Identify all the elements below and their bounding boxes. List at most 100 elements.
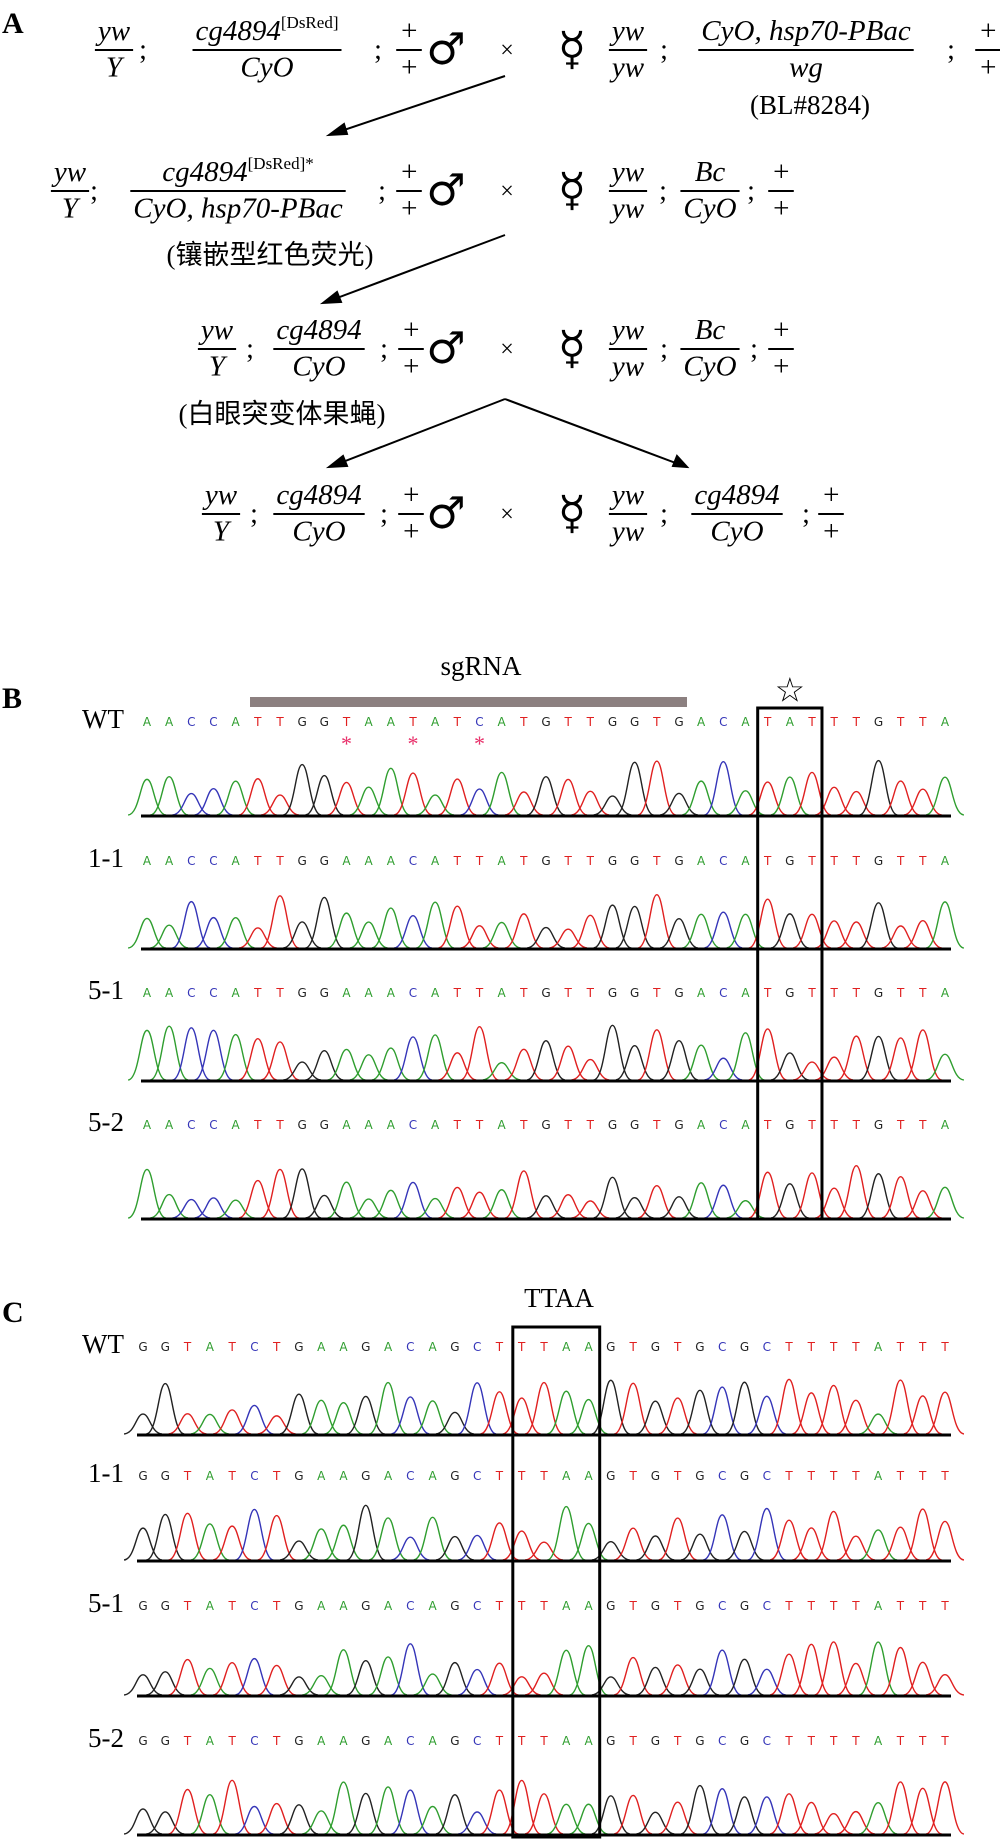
- base: G: [608, 1118, 617, 1132]
- trace-peak: [194, 788, 233, 816]
- denominator: CyO: [710, 516, 763, 548]
- trace-peak: [168, 1658, 207, 1696]
- base: G: [630, 1118, 639, 1132]
- trace-peak: [172, 900, 211, 949]
- genotype-fraction: yw Y: [201, 479, 241, 548]
- base: G: [450, 1340, 459, 1354]
- denominator: CyO: [292, 516, 345, 548]
- base: A: [741, 1118, 750, 1132]
- base: T: [807, 715, 816, 729]
- base: T: [495, 1469, 504, 1483]
- trace-peak: [549, 778, 588, 816]
- trace-peak: [792, 913, 832, 949]
- base: A: [342, 986, 351, 1000]
- trace-peak: [704, 1057, 743, 1081]
- numerator-text: +: [401, 314, 421, 346]
- base: G: [785, 854, 794, 868]
- trace-peak: [747, 1507, 787, 1561]
- trace-peak: [349, 1054, 388, 1081]
- note: (镶嵌型红色荧光): [167, 240, 374, 270]
- note: (BL#8284): [750, 90, 870, 120]
- base: T: [652, 1118, 661, 1132]
- sgrna-label: sgRNA: [440, 651, 522, 681]
- trace-peak: [482, 1189, 521, 1219]
- base: G: [298, 854, 307, 868]
- genotype-fraction: cg4894[DsRed] CyO: [192, 13, 342, 84]
- panel-label: A: [2, 7, 24, 40]
- base: G: [630, 854, 639, 868]
- base: T: [851, 1734, 860, 1748]
- base: T: [763, 1118, 772, 1132]
- base: T: [408, 715, 417, 729]
- numerator-text: yw: [198, 314, 234, 346]
- trace-peak: [438, 1186, 477, 1219]
- base: T: [829, 1599, 838, 1613]
- base: T: [784, 1599, 793, 1613]
- numerator: +: [401, 479, 421, 511]
- trace-peak: [216, 916, 255, 949]
- base: T: [673, 1340, 682, 1354]
- chromatogram: [123, 1641, 965, 1696]
- trace-peak: [903, 920, 942, 949]
- base: C: [187, 715, 195, 729]
- trace-peak: [770, 1052, 809, 1081]
- denominator: Y: [106, 52, 125, 84]
- base: G: [450, 1469, 459, 1483]
- trace-peak: [324, 1401, 363, 1435]
- trace-peak: [127, 917, 167, 949]
- base: C: [763, 1599, 771, 1613]
- base: C: [406, 1599, 414, 1613]
- base: G: [450, 1734, 459, 1748]
- trace-peak: [903, 1787, 942, 1835]
- trace-peak: [435, 1411, 475, 1435]
- base: G: [320, 986, 329, 1000]
- base: A: [874, 1734, 883, 1748]
- trace-peak: [925, 1186, 965, 1219]
- trace-peak: [235, 1508, 274, 1561]
- base: T: [918, 1118, 927, 1132]
- trace-peak: [903, 1661, 942, 1696]
- base: A: [562, 1599, 571, 1613]
- trace-peak: [769, 1378, 809, 1435]
- base: A: [365, 854, 374, 868]
- denominator: +: [401, 516, 421, 548]
- row-label: 1-1: [88, 1458, 124, 1488]
- base: G: [740, 1734, 749, 1748]
- genotype-fraction: yw Y: [94, 15, 134, 84]
- trace-peak: [549, 928, 588, 949]
- trace-peak: [260, 1168, 300, 1219]
- base: A: [143, 854, 152, 868]
- base: A: [431, 715, 440, 729]
- base: A: [697, 986, 706, 1000]
- numerator-text: yw: [609, 314, 645, 346]
- base: A: [206, 1469, 215, 1483]
- trace-peak: [613, 1794, 653, 1835]
- separator: ;: [246, 333, 254, 364]
- base: G: [298, 1118, 307, 1132]
- base: G: [630, 986, 639, 1000]
- base: T: [851, 1469, 860, 1483]
- denominator: yw: [609, 351, 645, 383]
- numerator-text: Bc: [695, 156, 726, 188]
- base: T: [272, 1340, 281, 1354]
- trace-peak: [637, 760, 677, 816]
- base: A: [384, 1734, 393, 1748]
- base: G: [161, 1340, 170, 1354]
- numerator-text: +: [401, 479, 421, 511]
- trace-peak: [349, 786, 388, 816]
- arrow-head: [325, 122, 349, 137]
- female-symbol: ☿: [558, 22, 586, 76]
- denominator: Y: [62, 193, 81, 225]
- trace-peak: [190, 1413, 229, 1435]
- base: A: [387, 715, 396, 729]
- base: G: [785, 986, 794, 1000]
- trace-peak: [257, 1415, 296, 1435]
- female-symbol: ☿: [558, 321, 586, 375]
- numerator: yw: [609, 156, 645, 188]
- base: G: [608, 715, 617, 729]
- trace-peak: [413, 1805, 452, 1835]
- genotype-fraction: yw yw: [608, 314, 648, 383]
- base: G: [320, 854, 329, 868]
- base: T: [784, 1340, 793, 1354]
- trace-peak: [260, 1041, 300, 1081]
